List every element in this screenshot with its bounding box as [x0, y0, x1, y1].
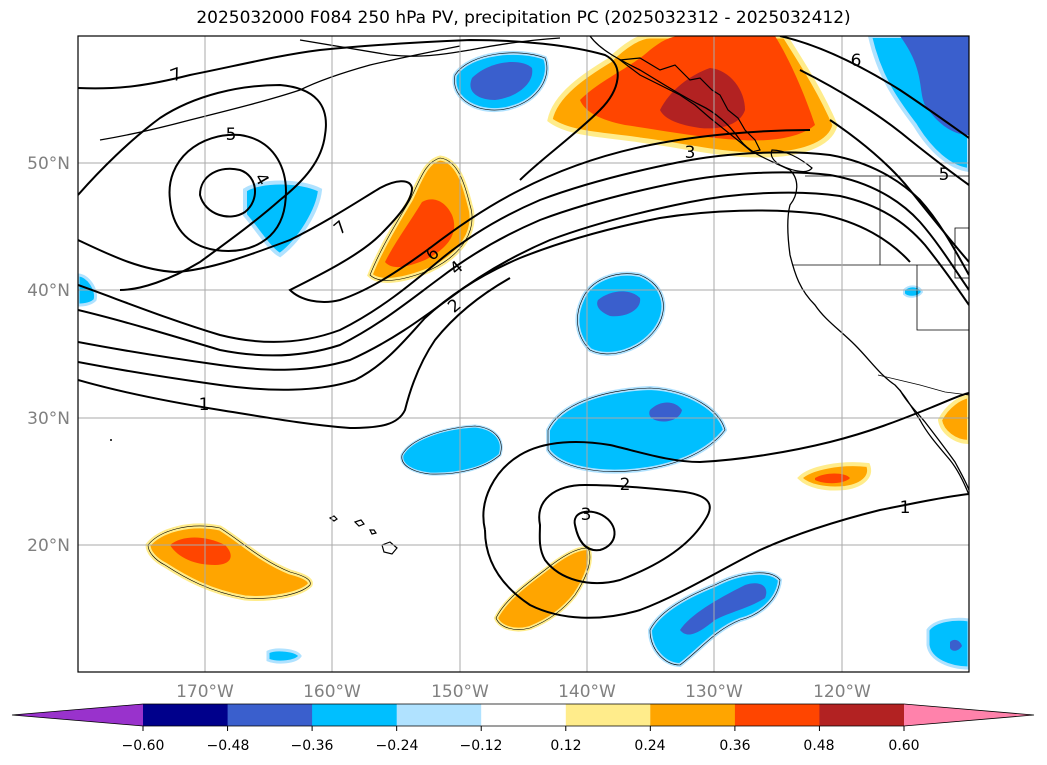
pv-label: 5 — [226, 125, 237, 145]
aleutians — [99, 45, 461, 141]
pv-label: 5 — [939, 165, 950, 185]
map-frame — [77, 35, 970, 673]
precip-pos-20n-west — [145, 523, 313, 601]
longitude-labels: 170°W 160°W 150°W 140°W 130°W 120°W — [176, 682, 871, 702]
lon-label: 140°W — [558, 682, 616, 702]
colorbar-segment — [650, 704, 736, 726]
precip-pos-east-edge — [937, 393, 969, 445]
colorbar-extend-low — [12, 704, 143, 726]
colorbar-segment — [819, 704, 905, 726]
pv-contour-3-south — [573, 510, 616, 552]
lat-label: 30°N — [27, 409, 70, 429]
colorbar-tick-label: −0.48 — [207, 738, 250, 754]
pv-contour-5-east — [799, 69, 969, 186]
precip-neg-southeast — [926, 617, 969, 670]
colorbar-segment — [734, 704, 820, 726]
lon-label: 120°W — [813, 682, 871, 702]
graticule — [78, 36, 969, 672]
pv-label: 3 — [685, 143, 696, 163]
pv-contour-2-south — [482, 392, 969, 531]
colorbar-tick-label: 0.48 — [803, 738, 834, 754]
land-masses — [110, 57, 813, 555]
pv-label: 2 — [444, 295, 465, 317]
colorbar-tick-label: −0.12 — [460, 738, 503, 754]
colorbar-segment — [396, 704, 482, 726]
colorbar-tick-label: 0.12 — [550, 738, 581, 754]
colorbar-tick-label: 0.36 — [719, 738, 750, 754]
lat-label: 40°N — [27, 281, 70, 301]
lon-label: 150°W — [431, 682, 489, 702]
precip-positive-areas — [145, 36, 969, 632]
colorbar-tick-label: 0.60 — [888, 738, 919, 754]
lon-label: 170°W — [176, 682, 234, 702]
map-panel: 7 5 4 7 6 4 2 3 6 5 1 3 2 1 — [78, 36, 969, 672]
colorbar-tick-label: −0.60 — [122, 738, 165, 754]
colorbar-segment — [565, 704, 651, 726]
political-borders — [792, 175, 969, 396]
baja-coast — [899, 389, 969, 491]
pv-contour-6-east — [779, 36, 969, 139]
pv-label: 7 — [330, 217, 351, 239]
alaska-peninsula-islands — [618, 57, 761, 153]
pv-contour-3-outer — [538, 483, 711, 584]
colorbar-tick-label: 0.24 — [634, 738, 665, 754]
precip-neg-28n — [400, 424, 503, 476]
pv-label: 1 — [199, 395, 210, 415]
pv-contour-4 — [78, 151, 969, 343]
colorbar-segment — [312, 704, 398, 726]
pv-label: 6 — [851, 51, 862, 71]
pv-contour-7-west — [78, 83, 327, 291]
latitude-labels: 50°N 40°N 30°N 20°N — [27, 154, 70, 556]
colorbar-extend-high — [904, 704, 1034, 726]
vancouver-island — [770, 149, 813, 173]
lat-label: 20°N — [27, 536, 70, 556]
lat-label: 50°N — [27, 154, 70, 174]
pv-label: 3 — [581, 505, 592, 525]
pv-label: 1 — [900, 498, 911, 518]
north-america-coast — [589, 36, 969, 496]
pv-contour-low-5 — [168, 133, 287, 252]
colorbar: −0.60 −0.48 −0.36 −0.24 −0.12 0.12 0.24 … — [11, 703, 1035, 754]
hawaii-islands — [328, 515, 398, 555]
colorbar-tick-label: −0.36 — [291, 738, 334, 754]
pv-label: 7 — [168, 64, 185, 86]
lon-label: 160°W — [303, 682, 361, 702]
precip-negative-areas — [78, 36, 969, 670]
lon-label: 130°W — [685, 682, 743, 702]
map-title: 2025032000 F084 250 hPa PV, precipitatio… — [196, 8, 851, 28]
colorbar-tick-label: −0.24 — [376, 738, 419, 754]
pv-contour-low-inner — [198, 167, 256, 218]
colorbar-segment — [481, 704, 567, 726]
pv-contours — [78, 36, 969, 619]
pv-label: 2 — [620, 475, 631, 495]
colorbar-segment — [143, 704, 229, 726]
colorbar-segment — [227, 704, 313, 726]
coastlines — [99, 36, 969, 496]
precip-neg-30n — [546, 385, 728, 474]
precip-neg-small-south — [266, 648, 302, 664]
pv-contour-1-west — [78, 277, 511, 430]
pv-contour-2 — [78, 191, 969, 371]
